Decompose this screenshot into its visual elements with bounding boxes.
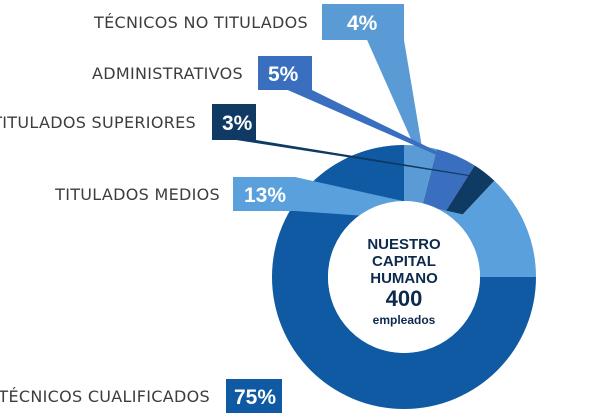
value-box-titulados-superiores — [212, 104, 256, 140]
value-label-tecnicos-no-titulados: 4% — [347, 12, 378, 35]
slice-titulados-superiores — [444, 165, 495, 222]
value-box-tecnicos-cualificados — [226, 379, 282, 413]
value-box-titulados-medios — [233, 177, 295, 211]
callouts: 4% TÉCNICOS NO TITULADOS 5% ADMINISTRATIVOS… — [0, 4, 404, 413]
slice-titulados-medios — [456, 180, 536, 277]
category-label-tecnicos-cualificados: TÉCNICOS CUALIFICADOS — [0, 387, 210, 406]
category-label-titulados-medios: TITULADOS MEDIOS — [54, 185, 220, 204]
center-label: NUESTRO CAPITAL HUMANO 400 empleados — [328, 201, 480, 353]
connector-titulados-medios — [295, 177, 520, 227]
value-label-tecnicos-cualificados: 75% — [234, 386, 276, 409]
category-label-tecnicos-no-titulados: TÉCNICOS NO TITULADOS — [93, 13, 308, 32]
connector-titulados-superiores — [236, 140, 485, 178]
value-label-titulados-superiores: 3% — [222, 112, 253, 135]
connector-administrativos — [287, 90, 458, 162]
center-line-2: CAPITAL — [372, 253, 436, 270]
category-label-administrativos: ADMINISTRATIVOS — [92, 64, 243, 83]
value-box-administrativos — [258, 56, 312, 90]
employee-count: 400 — [386, 286, 423, 311]
value-label-administrativos: 5% — [268, 63, 299, 86]
slice-administrativos — [422, 149, 475, 213]
value-box-tecnicos-no-titulados — [322, 4, 404, 40]
slice-tecnicos-no-titulados — [404, 145, 437, 204]
connector-tecnicos-no-titulados — [367, 40, 423, 152]
center-hole — [328, 201, 480, 353]
label-connectors — [236, 40, 520, 227]
category-label-titulados-superiores: TITULADOS SUPERIORES — [0, 113, 196, 132]
center-line-3: HUMANO — [370, 270, 438, 287]
value-label-titulados-medios: 13% — [244, 184, 286, 207]
employee-unit: empleados — [373, 313, 436, 327]
center-line-1: NUESTRO — [367, 236, 441, 253]
